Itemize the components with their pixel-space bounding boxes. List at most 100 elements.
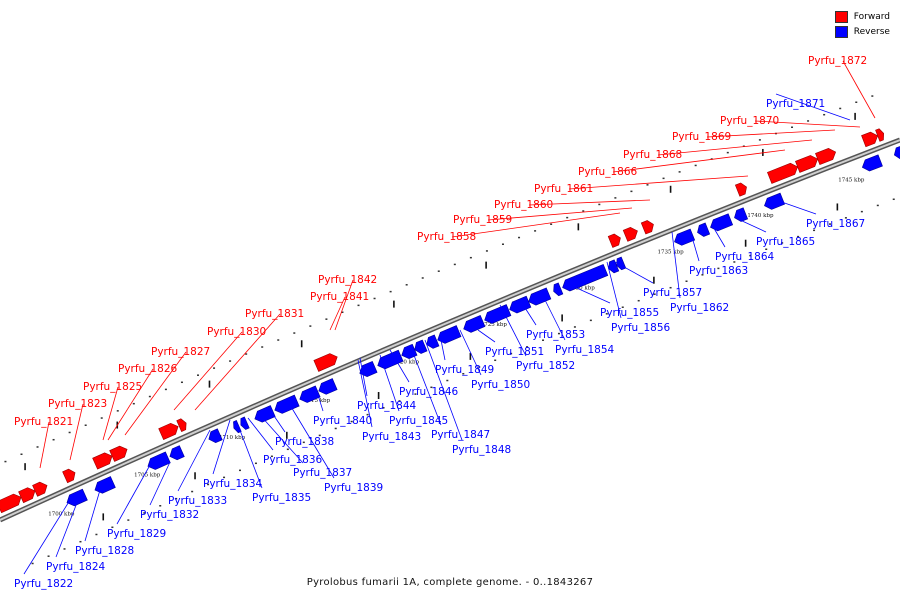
- guide-dot: [254, 462, 257, 465]
- tick-mark: [577, 223, 580, 231]
- reverse-label-leader: [739, 219, 767, 233]
- tick-mark: [286, 431, 288, 439]
- guide-dot: [382, 407, 385, 409]
- reverse-gene-label: Pyrfu_1834: [203, 478, 263, 490]
- guide-dot: [68, 431, 71, 434]
- guide-dot: [550, 223, 553, 225]
- forward-gene-arrow: [622, 226, 638, 242]
- guide-dot: [127, 519, 130, 521]
- guide-dot: [646, 184, 649, 186]
- guide-dot: [462, 372, 465, 375]
- guide-dot: [637, 299, 640, 302]
- guide-dot: [325, 318, 328, 320]
- forward-gene-label: Pyrfu_1821: [14, 416, 73, 428]
- tick-mark: [194, 472, 196, 480]
- guide-dot: [557, 332, 560, 335]
- reverse-gene-label: Pyrfu_1856: [611, 322, 671, 334]
- reverse-label-leader: [499, 304, 527, 357]
- reverse-label-leader: [212, 419, 231, 475]
- reverse-label-leader: [84, 489, 101, 542]
- guide-dot: [765, 248, 768, 251]
- guide-dot: [52, 438, 55, 441]
- reverse-gene-arrow: [233, 420, 242, 434]
- reverse-label-leader: [775, 199, 817, 215]
- reverse-gene-arrow: [553, 282, 564, 297]
- reverse-gene-arrow: [94, 476, 116, 494]
- forward-gene-label: Pyrfu_1825: [83, 381, 142, 393]
- tick-mark: [836, 203, 839, 211]
- reverse-gene-label: Pyrfu_1867: [806, 218, 865, 230]
- forward-gene-arrow: [109, 445, 128, 462]
- reverse-gene-label: Pyrfu_1855: [600, 307, 659, 319]
- reverse-gene-arrow: [254, 405, 276, 423]
- reverse-gene-arrow: [734, 207, 749, 222]
- reverse-label-leader: [569, 284, 611, 304]
- forward-label-leader: [754, 120, 861, 128]
- guide-dot: [758, 139, 761, 141]
- reverse-gene-arrow: [169, 445, 185, 461]
- guide-dot: [421, 277, 424, 279]
- guide-dot: [726, 151, 729, 154]
- reverse-label-leader: [519, 299, 537, 326]
- forward-gene-label: Pyrfu_1823: [48, 398, 107, 410]
- guide-dot: [159, 505, 162, 507]
- guide-dot: [566, 216, 569, 219]
- reverse-gene-label: Pyrfu_1854: [555, 344, 615, 356]
- scale-label: 1710 kbp: [219, 435, 246, 441]
- legend-forward: Forward: [834, 9, 890, 24]
- guide-dot: [828, 223, 831, 225]
- scale-label: 1700 kbp: [48, 511, 75, 517]
- reverse-gene-label: Pyrfu_1857: [643, 287, 702, 299]
- reverse-gene-arrow: [426, 334, 440, 349]
- forward-gene-arrow: [734, 182, 747, 197]
- guide-dot: [270, 455, 273, 458]
- forward-gene-label: Pyrfu_1841: [310, 291, 369, 303]
- forward-label-leader: [612, 149, 786, 173]
- reverse-swatch: [834, 25, 848, 38]
- guide-dot: [79, 540, 82, 543]
- forward-gene-label: Pyrfu_1872: [808, 55, 867, 67]
- guide-dot: [261, 346, 264, 348]
- reverse-label-leader: [269, 409, 286, 433]
- reverse-gene-arrow: [674, 228, 696, 246]
- reverse-gene-label: Pyrfu_1851: [485, 346, 544, 358]
- tick-mark: [208, 380, 211, 388]
- forward-gene-arrow: [875, 128, 884, 142]
- reverse-label-leader: [317, 394, 324, 412]
- guide-dot: [373, 297, 376, 300]
- forward-gene-label: Pyrfu_1842: [318, 274, 377, 286]
- guide-dot: [229, 360, 232, 362]
- guide-dot: [733, 261, 736, 263]
- scale-label: 1740 kbp: [747, 213, 774, 219]
- guide-dot: [844, 217, 847, 219]
- guide-dot: [589, 319, 592, 322]
- reverse-gene-label: Pyrfu_1835: [252, 492, 311, 504]
- reverse-gene-arrow: [463, 315, 486, 333]
- guide-dot: [277, 339, 280, 341]
- scale-label: 1745 kbp: [838, 177, 865, 183]
- forward-gene-arrow: [0, 493, 22, 514]
- guide-dot: [132, 402, 135, 405]
- forward-label-leader: [102, 386, 119, 441]
- guide-dot: [678, 171, 681, 173]
- guide-dot: [405, 284, 408, 286]
- reverse-label-leader: [775, 93, 851, 121]
- guide-dot: [621, 306, 624, 308]
- guide-dot: [614, 197, 617, 199]
- reverse-label-leader: [424, 339, 463, 441]
- reverse-label-leader: [55, 494, 81, 558]
- forward-label-leader: [568, 175, 749, 190]
- guide-dot: [414, 393, 417, 395]
- guide-dot: [446, 379, 449, 382]
- guide-dot: [116, 410, 119, 412]
- tick-mark: [744, 239, 747, 247]
- guide-dot: [84, 424, 87, 426]
- forward-label-leader: [124, 351, 187, 436]
- legend-forward-label: Forward: [853, 11, 890, 22]
- reverse-gene-arrow: [764, 192, 786, 210]
- reverse-label-leader: [247, 417, 274, 451]
- reverse-gene-arrow: [377, 349, 404, 370]
- guide-dot: [701, 274, 704, 276]
- reverse-gene-label: Pyrfu_1847: [431, 429, 490, 441]
